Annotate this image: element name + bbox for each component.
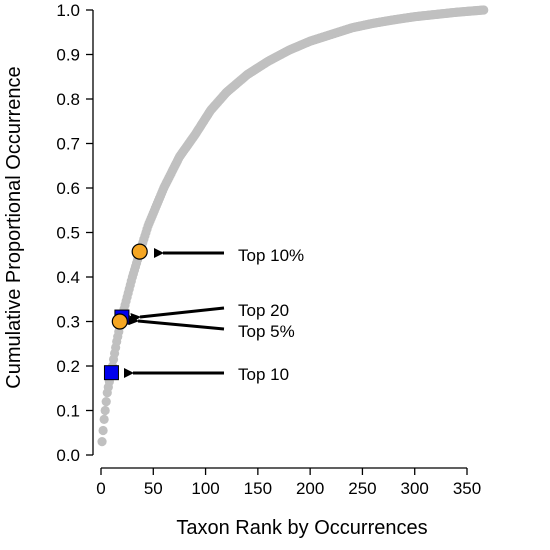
curve-point: [101, 397, 111, 407]
x-tick-label: 150: [244, 479, 272, 498]
axes: [92, 10, 467, 469]
highlight-markers: [103, 243, 148, 381]
annotation-arrow: [130, 306, 225, 323]
x-tick-label: 200: [296, 479, 324, 498]
y-tick-label: 0.1: [56, 402, 80, 421]
annotation-arrow: [128, 315, 225, 331]
highlight-square-marker: [103, 365, 119, 381]
y-tick-label: 0.6: [56, 179, 80, 198]
y-tick-label: 0.4: [56, 268, 80, 287]
y-tick-label: 0.2: [56, 357, 80, 376]
annotation-label: Top 20: [238, 301, 289, 320]
y-tick-label: 0.5: [56, 224, 80, 243]
x-tick-label: 300: [401, 479, 429, 498]
annotations: Top 10 Top 20 Top 5% Top 10%: [124, 246, 304, 384]
x-tick-label: 0: [96, 479, 105, 498]
y-tick-label: 0.0: [56, 446, 80, 465]
x-tick-label: 350: [453, 479, 481, 498]
annotation-label: Top 5%: [238, 322, 295, 341]
y-tick-label: 0.3: [56, 313, 80, 332]
y-tick-label: 0.9: [56, 46, 80, 65]
curve-point: [99, 414, 109, 424]
y-tick-label: 0.7: [56, 135, 80, 154]
x-axis-label: Taxon Rank by Occurrences: [176, 517, 427, 539]
y-ticks: 0.0 0.1 0.2 0.3 0.4 0.5 0.6 0.7 0.8 0.9 1.0: [56, 1, 93, 465]
annotation-label: Top 10: [238, 365, 289, 384]
curve-point: [97, 437, 107, 447]
annotation-label: Top 10%: [238, 246, 304, 265]
x-tick-label: 100: [191, 479, 219, 498]
x-tick-label: 50: [144, 479, 163, 498]
y-axis-label: Cumulative Proportional Occurrence: [3, 66, 25, 388]
highlight-circle-marker: [111, 313, 128, 330]
curve-point: [100, 405, 110, 416]
y-tick-label: 0.8: [56, 90, 80, 109]
x-ticks: 0 50 100 150 200 250 300 350: [96, 468, 481, 498]
highlight-circle-marker: [131, 243, 148, 260]
y-tick-label: 1.0: [56, 1, 80, 20]
curve-point: [98, 425, 108, 436]
curve-point: [479, 5, 489, 15]
curve-series: [97, 5, 489, 447]
x-tick-label: 250: [348, 479, 376, 498]
